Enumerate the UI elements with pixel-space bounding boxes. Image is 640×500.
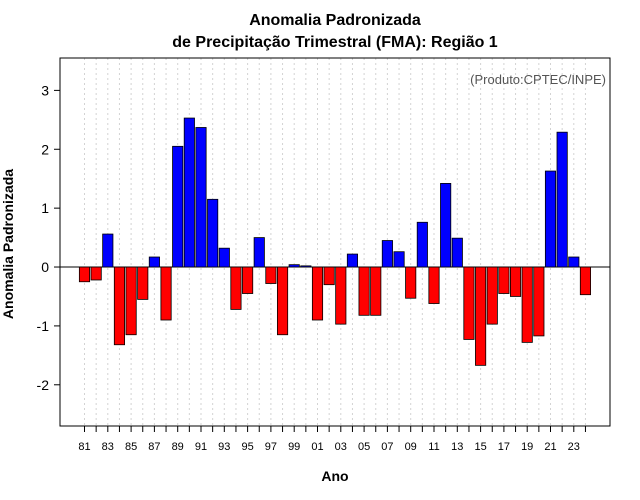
- x-tick-label: 11: [428, 441, 439, 453]
- bar-83: [102, 233, 114, 268]
- bar-14: [463, 266, 475, 340]
- bar-17: [498, 266, 510, 294]
- bar-15: [475, 266, 487, 366]
- bar-02: [323, 266, 335, 286]
- source-annotation: (Produto:CPTEC/INPE): [470, 72, 606, 87]
- bar-11: [428, 266, 440, 304]
- x-tick-label: 91: [195, 441, 207, 453]
- bar-84: [113, 266, 126, 346]
- chart-title-line2: de Precipitação Trimestral (FMA): Região…: [172, 34, 498, 51]
- bar-91: [195, 127, 207, 268]
- bar-89: [172, 145, 184, 268]
- bar-86: [137, 266, 149, 300]
- bar-85: [125, 266, 137, 336]
- bar-95: [242, 266, 254, 294]
- bar-93: [218, 247, 230, 268]
- bar-01: [311, 266, 324, 321]
- bar-20: [533, 266, 545, 337]
- bar-19: [521, 266, 533, 343]
- bar-16: [486, 266, 498, 325]
- chart-title-line1: Anomalia Padronizada: [249, 12, 421, 29]
- bars: [78, 117, 591, 366]
- bar-97: [265, 266, 277, 284]
- y-axis: -2 -1 0 1 2 3: [37, 82, 60, 393]
- x-tick-label: 23: [568, 441, 580, 453]
- x-tick-label: 19: [521, 441, 533, 453]
- x-tick-label: 87: [148, 441, 160, 453]
- x-tick-label: 03: [335, 441, 347, 453]
- vertical-grid: [84, 58, 586, 426]
- x-tick-label: 13: [451, 441, 463, 453]
- bar-92: [207, 198, 219, 268]
- bar-82: [90, 266, 102, 281]
- bar-09: [405, 266, 417, 299]
- x-tick-label: 05: [358, 441, 370, 453]
- x-tick-label: 83: [102, 441, 114, 453]
- bar-96: [253, 237, 265, 268]
- y-axis-label: Anomalia Padronizada: [0, 169, 16, 319]
- x-tick-label: 09: [405, 441, 417, 453]
- bar-99: [288, 264, 300, 268]
- x-tick-label: 81: [78, 441, 90, 453]
- x-tick-label: 97: [265, 441, 277, 453]
- bar-12: [440, 183, 452, 268]
- bar-08: [393, 251, 405, 268]
- bar-18: [509, 266, 522, 297]
- bar-22: [556, 131, 568, 268]
- x-tick-label: 17: [498, 441, 510, 453]
- x-tick-label: 21: [544, 441, 556, 453]
- bar-04: [346, 253, 358, 268]
- bar-94: [230, 266, 242, 310]
- bar-07: [381, 240, 393, 268]
- bar-13: [451, 237, 463, 268]
- y-tick-label: 3: [41, 82, 49, 98]
- bar-03: [335, 266, 347, 325]
- y-tick-label: 0: [41, 259, 49, 275]
- bar-24: [579, 266, 591, 296]
- bar-00: [300, 265, 312, 268]
- bar-98: [276, 266, 289, 336]
- plot-frame: [59, 57, 611, 427]
- bar-87: [148, 256, 160, 268]
- bar-90: [183, 117, 195, 268]
- bar-06: [370, 266, 382, 316]
- bar-23: [568, 256, 580, 268]
- bar-10: [416, 221, 428, 268]
- y-tick-label: -2: [37, 377, 50, 393]
- x-tick-label: 99: [288, 441, 300, 453]
- bar-05: [358, 266, 370, 316]
- y-tick-label: 2: [41, 141, 49, 157]
- y-tick-label: -1: [37, 318, 50, 334]
- x-tick-label: 93: [218, 441, 230, 453]
- x-tick-label: 07: [381, 441, 393, 453]
- x-tick-label: 15: [474, 441, 486, 453]
- x-tick-label: 89: [172, 441, 184, 453]
- x-tick-label: 01: [311, 441, 323, 453]
- x-axis-label: Ano: [321, 468, 348, 484]
- y-tick-label: 1: [41, 200, 49, 216]
- x-tick-label: 85: [125, 441, 137, 453]
- bar-21: [544, 170, 557, 268]
- bar-88: [160, 266, 172, 321]
- x-axis: 81 83 85 87 89 91 93 95 97 99 01 03 05 07 09 11 13 15 17 19…: [78, 426, 586, 453]
- x-tick-label: 95: [241, 441, 253, 453]
- bar-81: [78, 266, 91, 283]
